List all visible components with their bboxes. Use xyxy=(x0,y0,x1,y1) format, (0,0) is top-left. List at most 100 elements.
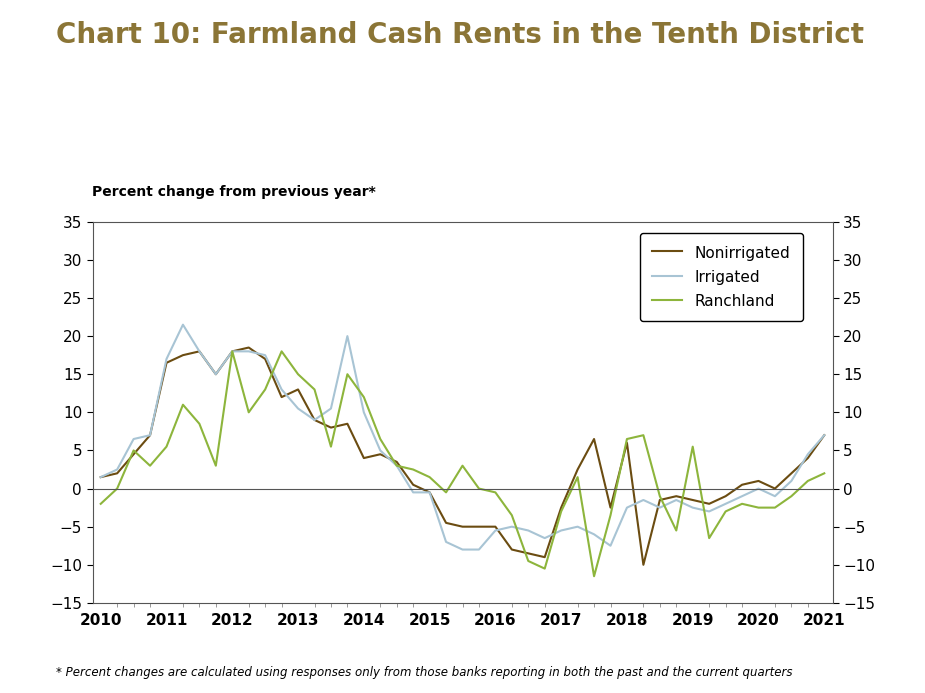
Irrigated xyxy=(539,534,550,542)
Ranchland xyxy=(243,408,254,416)
Irrigated xyxy=(622,503,633,511)
Nonirrigated xyxy=(227,347,238,356)
Irrigated xyxy=(342,332,353,340)
Ranchland xyxy=(161,443,172,451)
Nonirrigated xyxy=(786,469,797,477)
Ranchland xyxy=(474,484,485,493)
Nonirrigated xyxy=(474,523,485,531)
Ranchland xyxy=(210,462,221,470)
Nonirrigated xyxy=(128,450,139,459)
Irrigated xyxy=(309,416,320,424)
Nonirrigated xyxy=(654,496,665,505)
Line: Irrigated: Irrigated xyxy=(101,324,824,550)
Nonirrigated xyxy=(243,343,254,351)
Nonirrigated xyxy=(753,477,764,485)
Irrigated xyxy=(326,405,337,413)
Ranchland xyxy=(704,534,715,542)
Nonirrigated xyxy=(326,423,337,432)
Nonirrigated xyxy=(588,435,599,444)
Nonirrigated xyxy=(194,347,205,356)
Legend: Nonirrigated, Irrigated, Ranchland: Nonirrigated, Irrigated, Ranchland xyxy=(640,234,803,321)
Ranchland xyxy=(375,435,386,444)
Ranchland xyxy=(490,488,501,496)
Nonirrigated xyxy=(802,454,813,462)
Irrigated xyxy=(243,347,254,356)
Irrigated xyxy=(194,347,205,356)
Ranchland xyxy=(128,446,139,455)
Ranchland xyxy=(770,503,781,511)
Irrigated xyxy=(391,462,402,470)
Nonirrigated xyxy=(736,481,747,489)
Ranchland xyxy=(506,511,517,520)
Ranchland xyxy=(457,462,468,470)
Irrigated xyxy=(654,503,665,511)
Ranchland xyxy=(408,466,419,474)
Ranchland xyxy=(720,507,731,516)
Ranchland xyxy=(539,564,550,572)
Irrigated xyxy=(572,523,583,531)
Nonirrigated xyxy=(671,492,682,500)
Irrigated xyxy=(112,466,123,474)
Nonirrigated xyxy=(539,553,550,561)
Nonirrigated xyxy=(770,484,781,493)
Irrigated xyxy=(408,488,419,496)
Irrigated xyxy=(474,545,485,554)
Irrigated xyxy=(556,527,567,535)
Ranchland xyxy=(786,492,797,500)
Irrigated xyxy=(523,527,534,535)
Nonirrigated xyxy=(424,488,435,496)
Irrigated xyxy=(786,477,797,485)
Text: Percent change from previous year*: Percent change from previous year* xyxy=(92,185,376,199)
Nonirrigated xyxy=(178,351,189,359)
Ranchland xyxy=(358,393,369,401)
Nonirrigated xyxy=(161,359,172,367)
Ranchland xyxy=(95,500,106,508)
Irrigated xyxy=(276,385,287,394)
Ranchland xyxy=(523,557,534,565)
Irrigated xyxy=(260,351,271,359)
Ranchland xyxy=(276,347,287,356)
Nonirrigated xyxy=(572,466,583,474)
Nonirrigated xyxy=(408,481,419,489)
Nonirrigated xyxy=(720,492,731,500)
Irrigated xyxy=(506,523,517,531)
Ranchland xyxy=(736,500,747,508)
Ranchland xyxy=(622,435,633,444)
Nonirrigated xyxy=(687,496,698,505)
Nonirrigated xyxy=(638,561,649,569)
Nonirrigated xyxy=(112,469,123,477)
Ranchland xyxy=(556,507,567,516)
Irrigated xyxy=(227,347,238,356)
Irrigated xyxy=(819,431,830,439)
Nonirrigated xyxy=(605,503,616,511)
Ranchland xyxy=(260,385,271,394)
Nonirrigated xyxy=(819,431,830,439)
Ranchland xyxy=(671,527,682,535)
Irrigated xyxy=(210,370,221,378)
Nonirrigated xyxy=(276,393,287,401)
Irrigated xyxy=(440,538,451,546)
Irrigated xyxy=(161,355,172,363)
Ranchland xyxy=(144,462,155,470)
Irrigated xyxy=(358,408,369,416)
Ranchland xyxy=(638,431,649,439)
Irrigated xyxy=(457,545,468,554)
Nonirrigated xyxy=(440,518,451,527)
Irrigated xyxy=(770,492,781,500)
Ranchland xyxy=(391,462,402,470)
Irrigated xyxy=(588,530,599,538)
Nonirrigated xyxy=(523,549,534,557)
Ranchland xyxy=(309,385,320,394)
Nonirrigated xyxy=(292,385,303,394)
Nonirrigated xyxy=(506,545,517,554)
Nonirrigated xyxy=(622,439,633,447)
Irrigated xyxy=(753,484,764,493)
Nonirrigated xyxy=(556,503,567,511)
Irrigated xyxy=(375,446,386,455)
Irrigated xyxy=(95,473,106,481)
Irrigated xyxy=(144,431,155,439)
Ranchland xyxy=(292,370,303,378)
Nonirrigated xyxy=(391,457,402,466)
Irrigated xyxy=(736,492,747,500)
Ranchland xyxy=(654,492,665,500)
